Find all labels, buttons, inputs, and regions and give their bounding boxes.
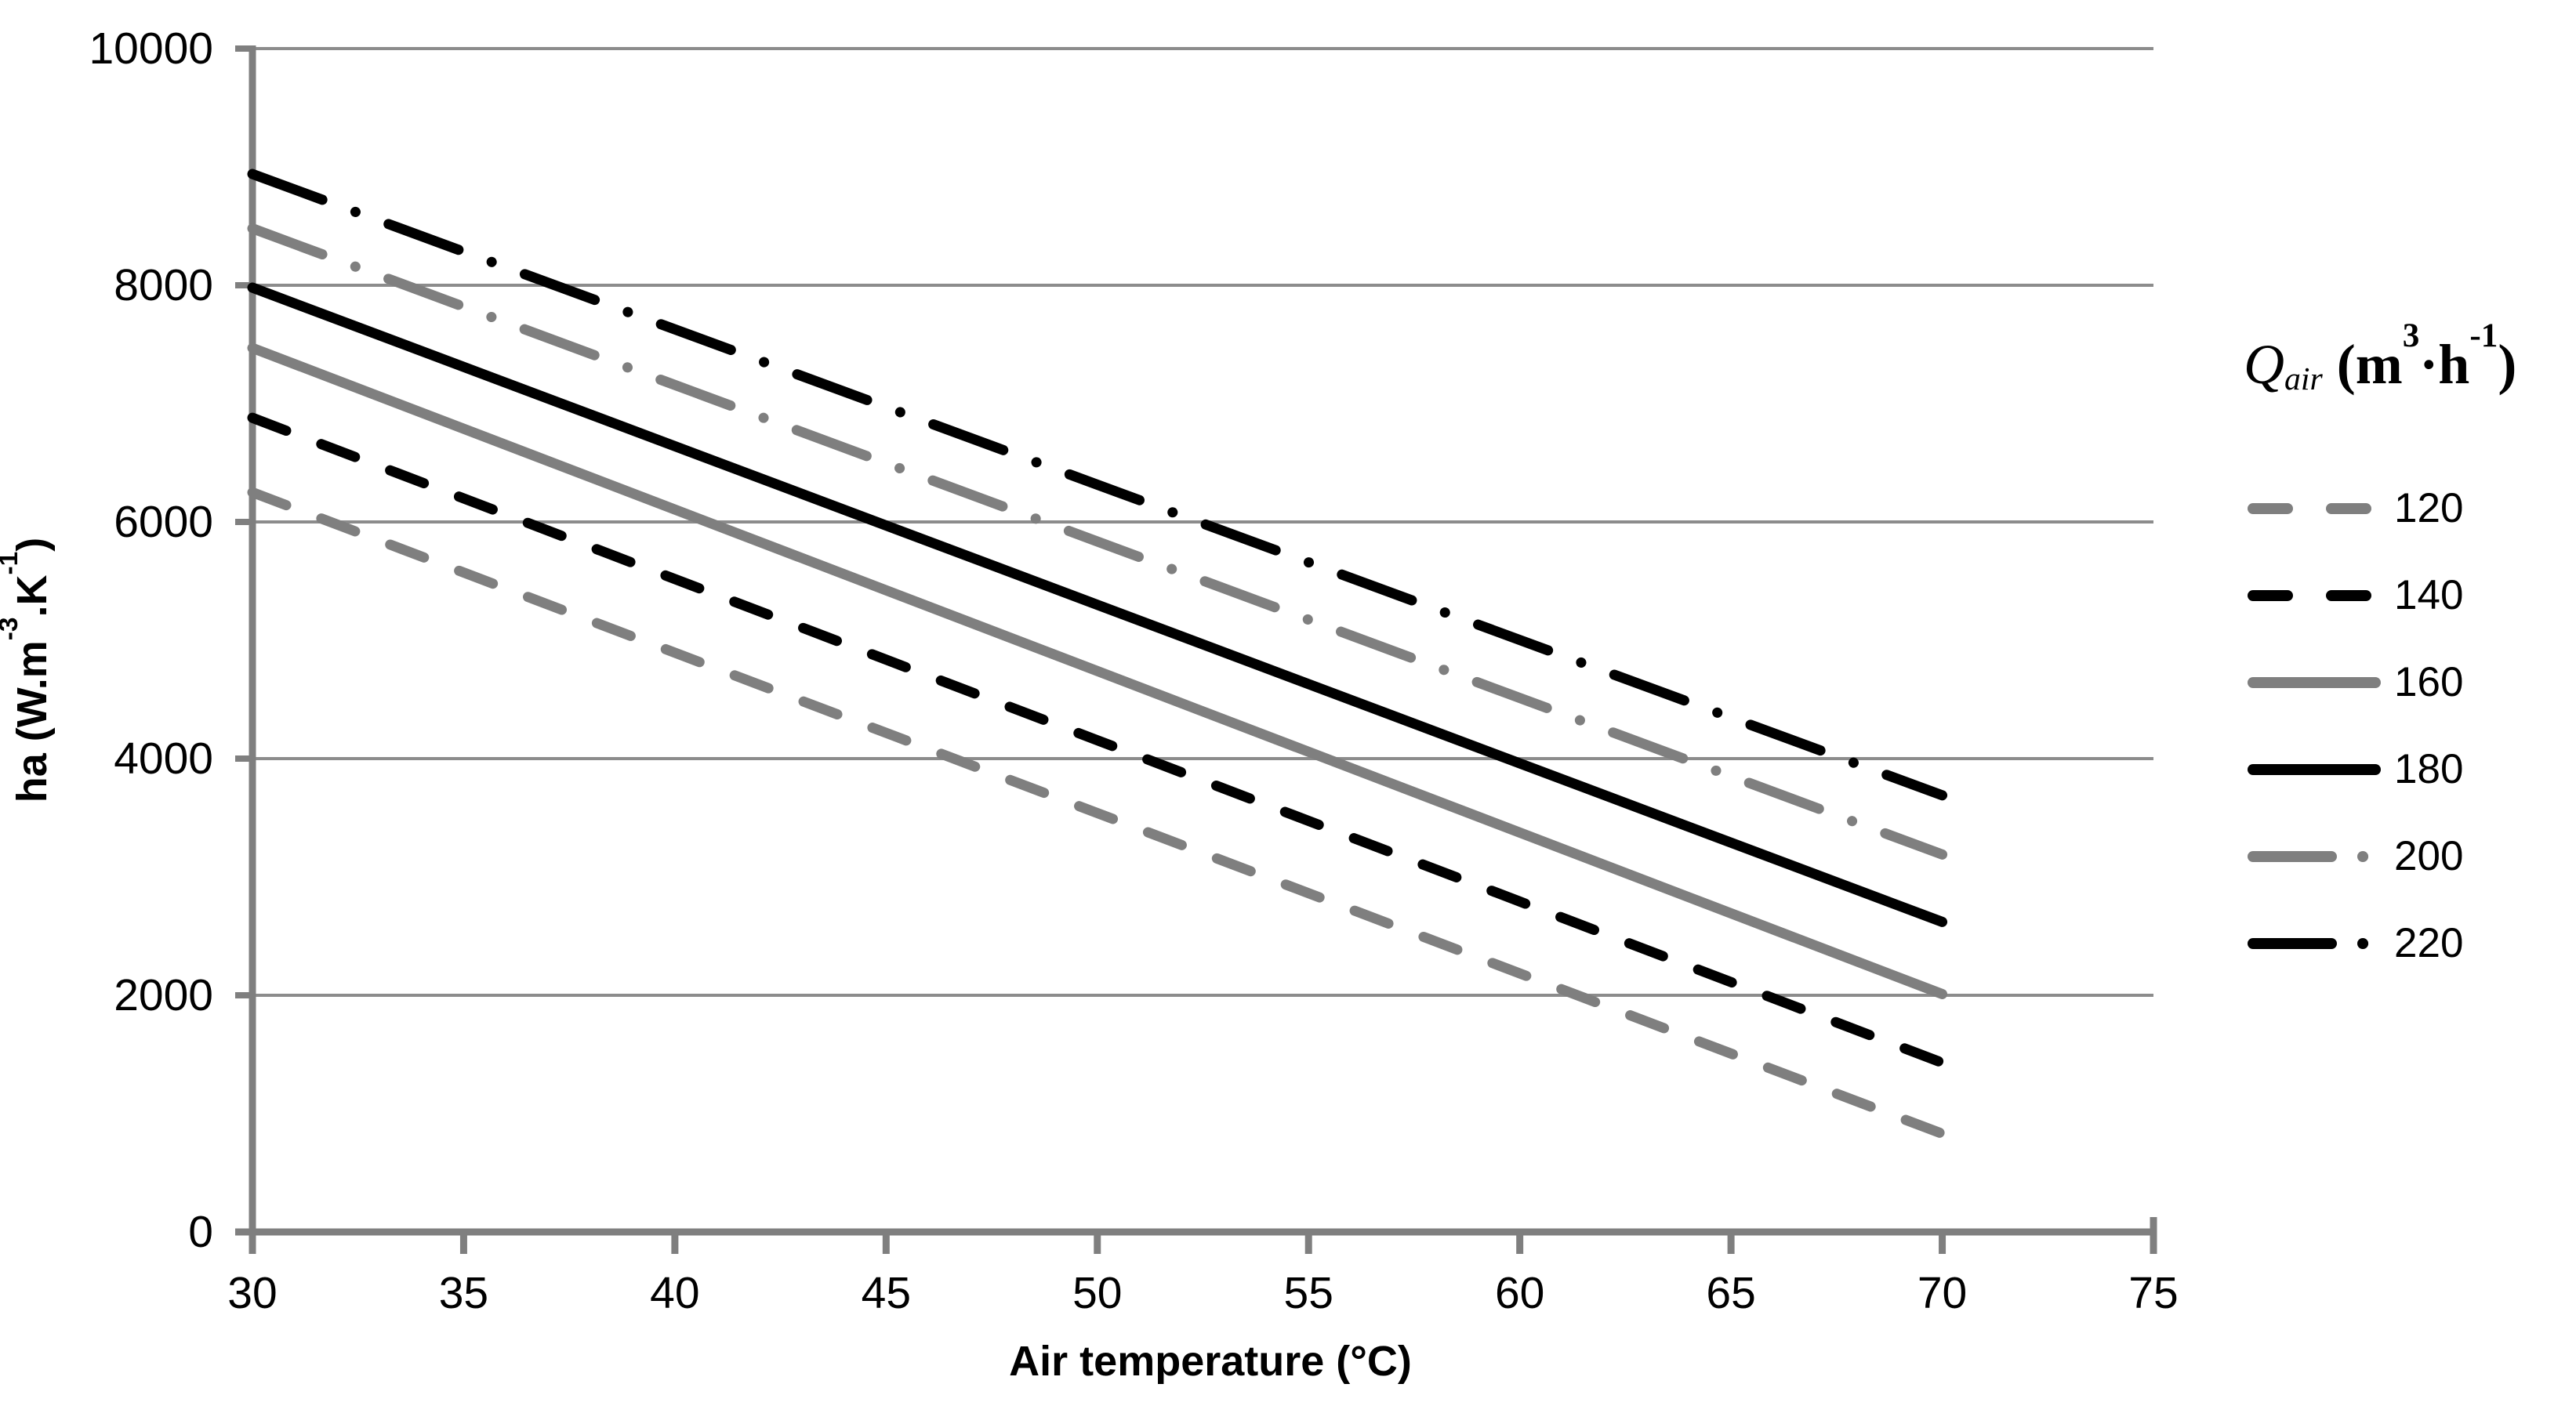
subscript: air	[2284, 360, 2323, 397]
y-tick-label-0: 0	[188, 1207, 213, 1257]
x-axis-title: Air temperature (°C)	[1009, 1338, 1412, 1385]
legend-title: Qair (m3·h-1)	[2244, 317, 2517, 397]
x-tick-label-40: 40	[650, 1268, 700, 1318]
series-line-200	[247, 223, 1948, 860]
legend-item-label: 160	[2394, 659, 2464, 705]
y-axis-title: ha (W.m-3.K-1)	[0, 451, 56, 889]
superscript: -1	[2469, 317, 2498, 355]
x-tick-label-60: 60	[1494, 1268, 1545, 1318]
legend-item-label: 180	[2394, 746, 2464, 792]
superscript: -3	[0, 617, 24, 641]
x-tick-label-75: 75	[2128, 1268, 2179, 1318]
x-tick-label-55: 55	[1283, 1268, 1333, 1318]
superscript: -1	[0, 551, 24, 575]
x-tick-label-30: 30	[227, 1268, 278, 1318]
series-line-120	[247, 487, 1948, 1139]
y-tick-label-6000: 6000	[114, 497, 213, 547]
legend-item-120: 120	[2247, 484, 2463, 533]
x-tick-label-50: 50	[1072, 1268, 1123, 1318]
legend-swatch-solid	[2248, 677, 2381, 688]
legend-swatch-dashed	[2248, 590, 2381, 601]
legend-item-label: 200	[2394, 833, 2464, 879]
legend-swatch-dashed	[2248, 503, 2381, 514]
y-axis-title-text: ha (W.m-3.K-1)	[0, 538, 56, 803]
series-line-140	[247, 412, 1948, 1068]
legend-item-label: 220	[2394, 920, 2464, 966]
legend-item-140: 140	[2247, 571, 2463, 620]
x-tick-label-70: 70	[1917, 1268, 1968, 1318]
y-tick-label-2000: 2000	[114, 970, 213, 1020]
legend-swatch-dashdot	[2248, 938, 2381, 949]
y-tick-label-10000: 10000	[89, 24, 213, 74]
legend-swatch-dashdot	[2248, 851, 2381, 862]
y-tick-label-4000: 4000	[114, 734, 213, 784]
series-line-180	[247, 282, 1948, 927]
superscript: 3	[2402, 317, 2420, 355]
series-line-220	[247, 168, 1948, 801]
legend-item-160: 160	[2247, 658, 2463, 707]
legend-item-label: 140	[2394, 572, 2464, 618]
x-tick-label-65: 65	[1706, 1268, 1756, 1318]
legend-item-220: 220	[2247, 919, 2463, 968]
legend-item-label: 120	[2394, 485, 2464, 531]
legend-item-200: 200	[2247, 832, 2463, 881]
series-line-160	[247, 342, 1948, 999]
legend-item-180: 180	[2247, 745, 2463, 794]
x-tick-label-45: 45	[861, 1268, 912, 1318]
x-tick-label-35: 35	[438, 1268, 489, 1318]
y-tick-label-8000: 8000	[114, 260, 213, 310]
legend-swatch-solid	[2248, 764, 2381, 775]
